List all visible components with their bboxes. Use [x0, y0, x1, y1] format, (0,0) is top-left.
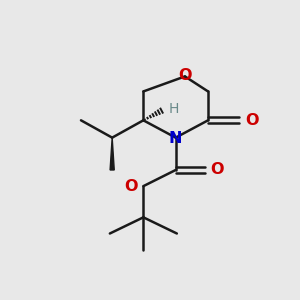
Text: H: H	[169, 102, 179, 116]
Polygon shape	[110, 138, 114, 170]
Text: O: O	[245, 113, 259, 128]
Text: O: O	[210, 163, 224, 178]
Text: O: O	[124, 178, 138, 194]
Text: O: O	[178, 68, 192, 83]
Text: N: N	[169, 131, 182, 146]
